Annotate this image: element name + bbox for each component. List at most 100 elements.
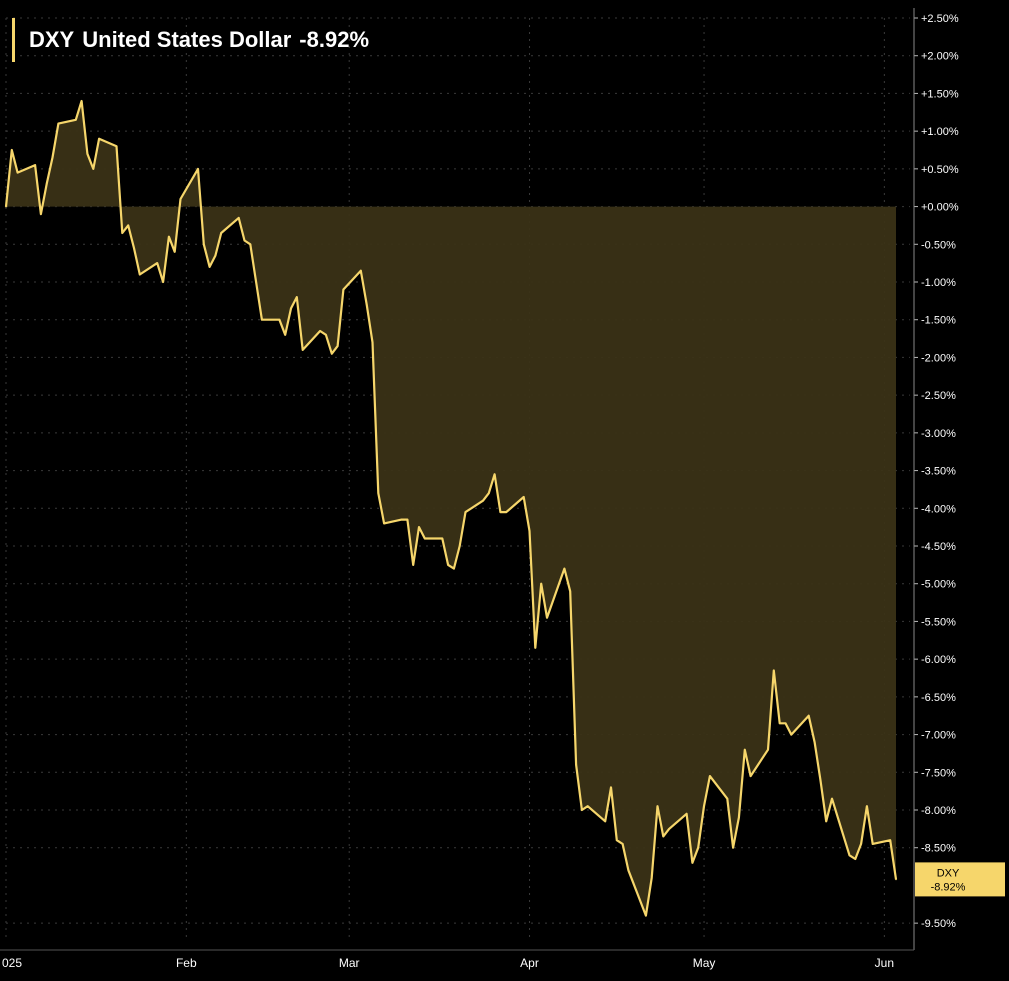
data-point bbox=[621, 843, 624, 845]
data-point bbox=[854, 858, 857, 860]
y-tick-label: -0.50% bbox=[921, 239, 956, 251]
data-point bbox=[581, 809, 583, 811]
data-point bbox=[499, 511, 502, 513]
data-point bbox=[662, 835, 665, 838]
data-point bbox=[732, 846, 734, 849]
data-point bbox=[86, 153, 89, 155]
data-point bbox=[627, 869, 630, 872]
y-tick-label: +2.50% bbox=[921, 13, 959, 25]
y-tick-label: -1.00% bbox=[921, 277, 956, 289]
data-point bbox=[5, 205, 7, 208]
data-point bbox=[325, 334, 327, 336]
data-point bbox=[546, 616, 548, 619]
data-point bbox=[784, 722, 787, 725]
data-points bbox=[5, 100, 897, 917]
data-point bbox=[34, 164, 36, 166]
y-tick-label: +2.00% bbox=[921, 51, 959, 63]
chart-title: DXY United States Dollar -8.92% bbox=[12, 18, 369, 62]
data-point bbox=[685, 813, 688, 815]
data-point bbox=[377, 492, 380, 495]
data-point bbox=[98, 137, 100, 140]
data-point bbox=[866, 805, 868, 807]
y-tick-label: -7.50% bbox=[921, 767, 956, 779]
data-point bbox=[173, 251, 176, 253]
y-tick-label: -6.00% bbox=[921, 654, 956, 666]
data-point bbox=[488, 492, 490, 495]
data-point bbox=[16, 171, 19, 174]
data-point bbox=[726, 797, 729, 800]
data-point bbox=[831, 797, 833, 800]
y-tick-label: -2.50% bbox=[921, 390, 956, 402]
data-point bbox=[365, 303, 368, 306]
data-point bbox=[249, 243, 252, 246]
y-tick-label: -3.00% bbox=[921, 428, 956, 440]
data-point bbox=[115, 145, 118, 147]
data-point bbox=[261, 318, 263, 321]
data-point bbox=[371, 341, 374, 344]
data-point bbox=[540, 582, 542, 585]
data-point bbox=[133, 247, 135, 249]
data-point bbox=[871, 843, 874, 845]
data-point bbox=[453, 567, 455, 570]
y-tick-label: -9.50% bbox=[921, 918, 956, 930]
data-point bbox=[237, 217, 240, 219]
data-point bbox=[773, 669, 775, 672]
data-point bbox=[412, 564, 415, 566]
x-tick-label: Mar bbox=[339, 956, 360, 970]
data-point bbox=[406, 518, 409, 521]
data-point bbox=[819, 779, 822, 781]
data-point bbox=[208, 266, 211, 268]
data-point bbox=[51, 156, 54, 159]
data-point bbox=[778, 722, 781, 725]
data-point bbox=[383, 522, 385, 525]
data-point bbox=[243, 239, 246, 242]
data-point bbox=[749, 775, 752, 777]
data-point bbox=[656, 805, 659, 807]
y-tick-label: -8.50% bbox=[921, 843, 956, 855]
y-tick-label: -2.00% bbox=[921, 352, 956, 364]
data-point bbox=[40, 213, 42, 215]
data-point bbox=[11, 149, 13, 151]
data-point bbox=[610, 786, 612, 789]
data-point bbox=[586, 805, 589, 807]
data-point bbox=[284, 334, 287, 336]
data-point bbox=[168, 235, 170, 238]
data-point bbox=[290, 307, 292, 310]
data-point bbox=[203, 243, 205, 246]
data-point bbox=[458, 545, 461, 547]
data-point bbox=[127, 224, 129, 227]
y-tick-label: -6.50% bbox=[921, 692, 956, 704]
data-point bbox=[418, 526, 420, 528]
y-tick-label: -3.50% bbox=[921, 466, 956, 478]
data-point bbox=[767, 748, 769, 751]
data-point bbox=[214, 254, 217, 257]
data-point bbox=[860, 843, 862, 845]
y-tick-label: +1.50% bbox=[921, 88, 959, 100]
last-value-badge: DXY -8.92% bbox=[915, 862, 1005, 897]
data-point bbox=[709, 775, 711, 777]
data-point bbox=[156, 262, 158, 264]
x-tick-label: Jun bbox=[875, 956, 894, 970]
data-point bbox=[528, 530, 531, 532]
badge-background bbox=[915, 862, 1005, 897]
data-point bbox=[255, 281, 257, 283]
data-point bbox=[447, 564, 449, 566]
data-point bbox=[139, 273, 141, 276]
series-line-dxy bbox=[4, 99, 898, 917]
axes: +2.50% +2.00% +1.50% +1.00% +0.50% +0.00% -0.5… bbox=[0, 8, 959, 970]
data-point bbox=[848, 854, 851, 857]
data-point bbox=[220, 232, 222, 234]
data-point bbox=[563, 567, 566, 570]
data-point bbox=[45, 183, 48, 185]
data-point bbox=[319, 330, 321, 332]
data-point bbox=[493, 473, 496, 476]
data-point bbox=[790, 733, 793, 736]
data-point bbox=[697, 846, 699, 849]
y-tick-label: -4.00% bbox=[921, 503, 956, 515]
data-point bbox=[522, 496, 525, 498]
y-tick-label: +1.00% bbox=[921, 126, 959, 138]
data-point bbox=[301, 349, 304, 351]
y-tick-label: -5.50% bbox=[921, 616, 956, 628]
data-point bbox=[813, 741, 816, 743]
